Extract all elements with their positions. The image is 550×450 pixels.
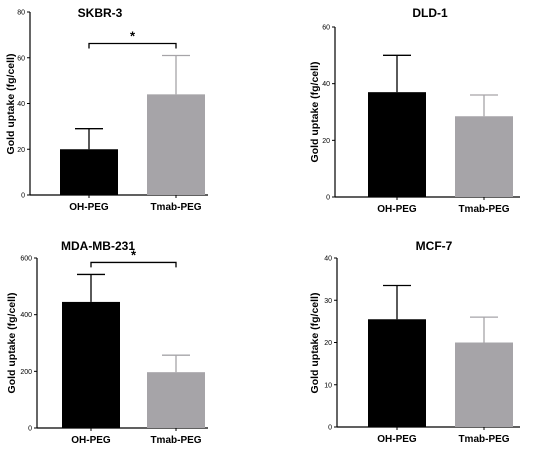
bar: [368, 319, 426, 427]
y-tick-label: 60: [322, 25, 330, 32]
y-tick-label: 200: [20, 369, 32, 376]
significance-bracket: [90, 261, 177, 268]
y-axis-label: Gold uptake (fg/cell): [6, 293, 18, 394]
x-tick-label: Tmab-PEG: [458, 204, 509, 215]
y-tick-label: 20: [17, 147, 25, 154]
y-tick-label: 40: [324, 256, 332, 263]
y-tick-label: 0: [328, 425, 332, 432]
y-tick-label: 80: [17, 10, 25, 17]
y-tick-label: 40: [322, 81, 330, 88]
x-tick-label: Tmab-PEG: [150, 202, 201, 213]
chart-title: DLD-1: [412, 6, 448, 20]
y-tick-label: 0: [326, 195, 330, 202]
x-tick-label: OH-PEG: [71, 435, 111, 445]
bar: [62, 301, 120, 428]
bar: [368, 92, 426, 197]
y-tick-label: 20: [324, 340, 332, 347]
x-tick-label: OH-PEG: [377, 434, 417, 445]
bar: [147, 372, 205, 428]
y-tick-label: 0: [21, 193, 25, 200]
bar: [455, 116, 513, 197]
bar: [147, 94, 205, 195]
y-tick-label: 400: [20, 312, 32, 319]
bar: [60, 149, 118, 195]
significance-marker: *: [131, 247, 137, 262]
chart-title: SKBR-3: [78, 6, 123, 20]
y-tick-label: 0: [28, 426, 32, 433]
bar: [455, 342, 513, 427]
chart-title: MDA-MB-231: [61, 239, 135, 253]
significance-marker: *: [130, 28, 136, 43]
chart-title: MCF-7: [416, 239, 453, 253]
x-tick-label: OH-PEG: [377, 204, 417, 215]
y-tick-label: 60: [17, 55, 25, 62]
x-tick-label: OH-PEG: [69, 202, 109, 213]
significance-bracket: [88, 42, 177, 49]
y-axis-label: Gold uptake (fg/cell): [309, 293, 321, 394]
y-tick-label: 600: [20, 256, 32, 263]
y-axis-label: Gold uptake (fg/cell): [5, 54, 17, 155]
y-axis-label: Gold uptake (fg/cell): [309, 62, 321, 163]
y-tick-label: 40: [17, 101, 25, 108]
y-tick-label: 30: [324, 298, 332, 305]
y-tick-label: 20: [322, 138, 330, 145]
y-tick-label: 10: [324, 382, 332, 389]
x-tick-label: Tmab-PEG: [458, 434, 509, 445]
x-tick-label: Tmab-PEG: [150, 435, 201, 445]
